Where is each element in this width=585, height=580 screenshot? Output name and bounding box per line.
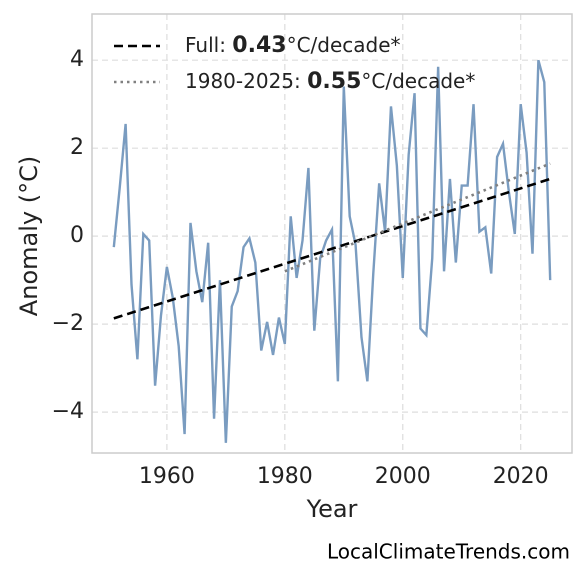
x-tick-label: 2020 bbox=[493, 464, 549, 489]
legend-label: 1980-2025: 0.55°C/decade* bbox=[185, 69, 475, 95]
y-tick-label: −4 bbox=[52, 399, 84, 424]
y-axis-label: Anomaly (°C) bbox=[15, 156, 43, 316]
x-tick-label: 1960 bbox=[139, 464, 195, 489]
series-line bbox=[113, 177, 551, 320]
plot-frame bbox=[91, 13, 573, 454]
y-tick-label: −2 bbox=[52, 311, 84, 336]
y-tick-label: 4 bbox=[70, 47, 84, 72]
x-tick-label: 2000 bbox=[375, 464, 431, 489]
legend-label: Full: 0.43°C/decade* bbox=[185, 33, 401, 59]
y-tick-label: 2 bbox=[70, 135, 84, 160]
series-line bbox=[284, 162, 551, 273]
x-axis-label: Year bbox=[306, 495, 358, 523]
x-tick-label: 1980 bbox=[257, 464, 313, 489]
series-line bbox=[112, 59, 552, 443]
source: LocalClimateTrends.com bbox=[327, 540, 570, 564]
y-tick-label: 0 bbox=[70, 223, 84, 248]
